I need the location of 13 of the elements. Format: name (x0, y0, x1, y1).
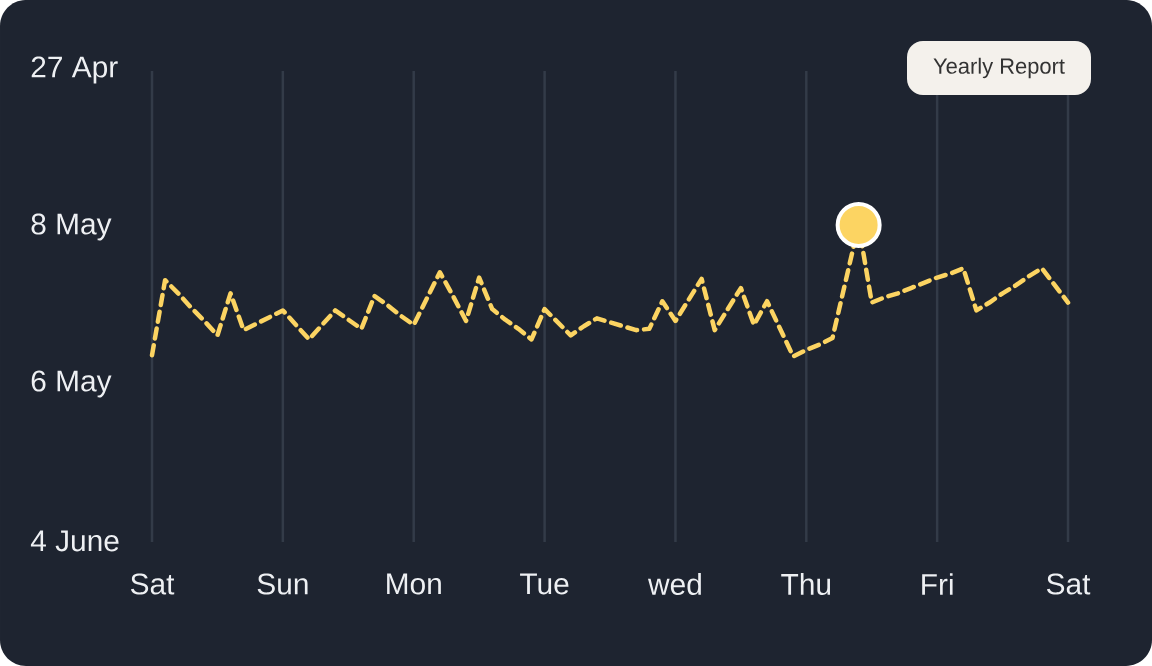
text: 8 May (31, 213, 112, 241)
text: Yearly Report (933, 57, 1065, 79)
x-tick-label: Tue (520, 573, 569, 595)
x-tick-label: Fri (922, 573, 953, 595)
x-tick-label: wed (647, 573, 701, 595)
x-tick-label: Sat (130, 573, 175, 595)
x-tick-label: Thu (781, 573, 831, 595)
text: 4 June (30, 530, 119, 552)
x-tick-label: Sun (257, 573, 308, 595)
text: 27 Apr (31, 56, 118, 84)
x-tick-label: Mon (387, 573, 441, 595)
text: 6 May (31, 370, 112, 398)
x-tick-label: Sat (1046, 573, 1091, 595)
